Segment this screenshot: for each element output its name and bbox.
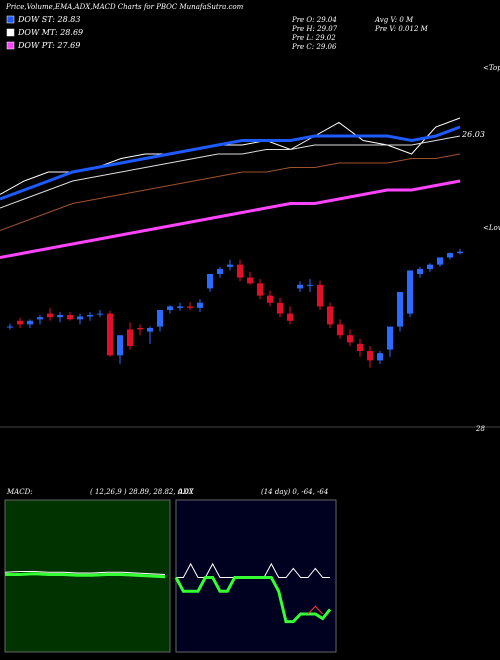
stat: Pre O: 29.04 [291,16,337,24]
candle-body [407,270,413,314]
candle-body [137,328,143,330]
series-line [0,125,461,201]
legend-swatch [6,28,15,37]
candle-body [317,284,323,307]
candle-body [227,264,233,267]
legend-text: DOW MT: 28.69 [17,28,83,37]
stat: Pre V: 0.012 M [374,25,429,33]
series-line [0,153,461,231]
candle-body [157,310,163,327]
candle-body [57,315,63,318]
candle-body [257,283,263,296]
legend-swatch [6,41,15,50]
candle-body [97,313,103,315]
candle-body [387,326,393,350]
candle-body [327,306,333,325]
series-line [5,572,166,579]
series-line [0,117,461,195]
candle-body [297,284,303,289]
legend-text: DOW ST: 28.83 [17,15,80,24]
candle-body [247,277,253,284]
candle-body [177,306,183,308]
candle-body [127,329,133,346]
candle-body [427,264,433,269]
panel-title: MACD: [6,488,33,496]
candle-body [447,253,453,258]
candle-body [17,320,23,325]
candle-body [7,326,13,328]
series-line [174,576,332,624]
candle-body [197,302,203,308]
candle-body [47,313,53,318]
stat: Pre H: 29.07 [291,25,338,33]
panel-title: ADX [177,488,195,496]
candle-body [37,317,43,320]
candle-body [287,313,293,321]
candle-body [207,274,213,289]
series-line [4,570,166,575]
legend-swatch [6,15,15,24]
candle-body [357,343,363,352]
candle-body [67,315,73,320]
candle-body [337,324,343,336]
stat: Avg V: 0 M [374,16,414,24]
lower-label: <Lower [483,224,500,232]
panel-subtitle: ( 12,26,9 ) 28.89, 28.82, 0.07 [90,488,194,496]
candle-body [147,328,153,332]
stat: Pre L: 29.02 [291,34,336,42]
candle-body [187,306,193,308]
candle-body [457,251,463,254]
candle-body [437,257,443,265]
series-line [0,135,461,209]
series-line [307,605,324,615]
candle-body [267,295,273,303]
candle-body [417,268,423,274]
price-mark: 26.03 [461,130,485,139]
candle-body [167,306,173,310]
series-line [0,179,461,259]
upper-label: <Topo [483,64,500,72]
candle-body [377,353,383,361]
candle-body [217,268,223,274]
candle-body [347,335,353,343]
stat: Pre C: 29.06 [291,43,337,51]
candle-body [307,284,313,286]
candle-body [397,292,403,327]
candle-body [107,313,113,356]
adx-panel [175,499,337,653]
candle-body [27,320,33,325]
candle-body [77,316,83,320]
candle-body [87,315,93,317]
candle-body [367,351,373,361]
candle-body [237,264,243,278]
page-title: Price,Volume,EMA,ADX,MACD Charts for PBO… [5,3,244,11]
candle-body [117,335,123,356]
panel-subtitle: (14 day) 0, -64, -64 [261,488,328,496]
candle-body [277,302,283,314]
legend-text: DOW PT: 27.69 [17,41,80,50]
base-mark: 28 [475,425,485,433]
